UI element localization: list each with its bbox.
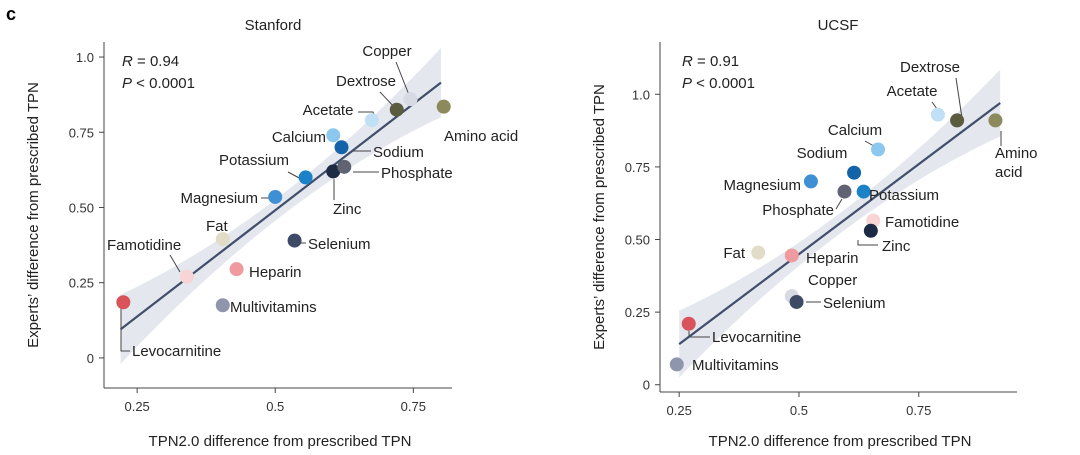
data-point [669,357,684,372]
point-label: Zinc [333,201,362,218]
y-tick-label: 0.25 [625,305,650,320]
point-label: Calcium [828,122,882,139]
point-label: Magnesium [180,190,258,207]
stanford-panel: 0 0.25 0.50 0.75 1.0 0.25 0.5 0.75 Copper Dextros… [25,17,518,450]
y-tick-label: 0.50 [69,200,94,215]
y-tick-label: 0.25 [69,276,94,291]
chart-title: Stanford [245,17,302,34]
y-tick-label: 0.75 [69,125,94,140]
x-tick-label: 0.25 [667,403,692,418]
data-point [847,165,862,180]
ucsf-panel: 0 0.25 0.50 0.75 1.0 0.25 0.5 0.75 Dextrose Aceta… [591,17,1038,450]
point-label: Acetate [303,102,354,119]
data-point [856,184,871,199]
stat-p: P < 0.0001 [122,75,195,92]
data-point [988,113,1003,128]
point-label: Zinc [882,238,911,255]
data-point [837,184,852,199]
leader-line [955,77,963,119]
data-point [179,269,194,284]
leader-line [169,254,181,273]
data-point [389,102,404,117]
data-point [326,128,341,143]
data-point [950,113,965,128]
data-point [298,170,313,185]
y-axis-label: Experts’ difference from prescribed TPN [25,82,42,348]
point-label: Multivitamins [692,357,779,374]
data-point [863,223,878,238]
data-point [930,107,945,122]
point-label: Heparin [249,264,302,281]
data-point [229,262,244,277]
y-tick-label: 0 [643,378,650,393]
point-label: Dextrose [336,73,396,90]
x-tick-label: 0.25 [124,399,149,414]
data-point [803,174,818,189]
stat-r: R = 0.94 [122,53,179,70]
data-point [403,92,418,107]
regression-line [678,102,1001,345]
point-label: Potassium [219,152,289,169]
x-tick-label: 0.75 [401,399,426,414]
point-label: Famotidine [107,237,181,254]
data-point [326,164,341,179]
leader-line [120,308,130,352]
data-point [436,99,451,114]
x-tick-label: 0.5 [266,399,284,414]
point-label: Selenium [823,295,886,312]
data-point [215,298,230,313]
data-point [337,159,352,174]
y-axis-label: Experts’ difference from prescribed TPN [591,84,608,350]
x-tick-label: 0.75 [906,403,931,418]
point-label: Copper [808,272,857,289]
data-point [751,245,766,260]
y-tick-label: 0.50 [625,233,650,248]
point-label: Copper [362,43,411,60]
stat-p: P < 0.0001 [682,75,755,92]
point-label: Phosphate [381,165,453,182]
data-point [784,248,799,263]
data-point [268,189,283,204]
point-label: Fat [206,218,229,235]
regression-line [119,81,442,331]
data-point [287,233,302,248]
point-label: Sodium [373,144,424,161]
data-point [364,113,379,128]
point-label: Amino acid [444,128,518,145]
chart-title: UCSF [818,17,859,34]
point-label: Calcium [272,129,326,146]
x-axis-label: TPN2.0 difference from prescribed TPN [149,433,412,450]
point-label: Amino acid [995,145,1038,181]
data-point [681,316,696,331]
point-label: Phosphate [762,202,834,219]
panel-letter: c [6,4,16,24]
x-axis-label: TPN2.0 difference from prescribed TPN [709,433,972,450]
point-label: Sodium [797,145,848,162]
x-tick-label: 0.5 [790,403,808,418]
leader-line [857,240,878,246]
point-label: Fat [723,245,746,262]
y-tick-label: 0.75 [625,160,650,175]
point-label: Heparin [806,250,859,267]
leader-line [835,198,843,210]
data-point [116,295,131,310]
data-point [871,142,886,157]
point-label: Selenium [308,236,371,253]
point-label: Magnesium [723,177,801,194]
data-point [789,294,804,309]
point-label: Dextrose [900,59,960,76]
stat-r: R = 0.91 [682,53,739,70]
point-label: Potassium [869,187,939,204]
y-tick-label: 1.0 [76,50,94,65]
y-tick-label: 0 [87,351,94,366]
point-label: Acetate [887,83,938,100]
data-point [334,140,349,155]
point-label: Levocarnitine [712,329,801,346]
point-label: Levocarnitine [132,343,221,360]
data-point [215,232,230,247]
point-label: Multivitamins [230,299,317,316]
point-label: Famotidine [885,214,959,231]
y-tick-label: 1.0 [632,87,650,102]
